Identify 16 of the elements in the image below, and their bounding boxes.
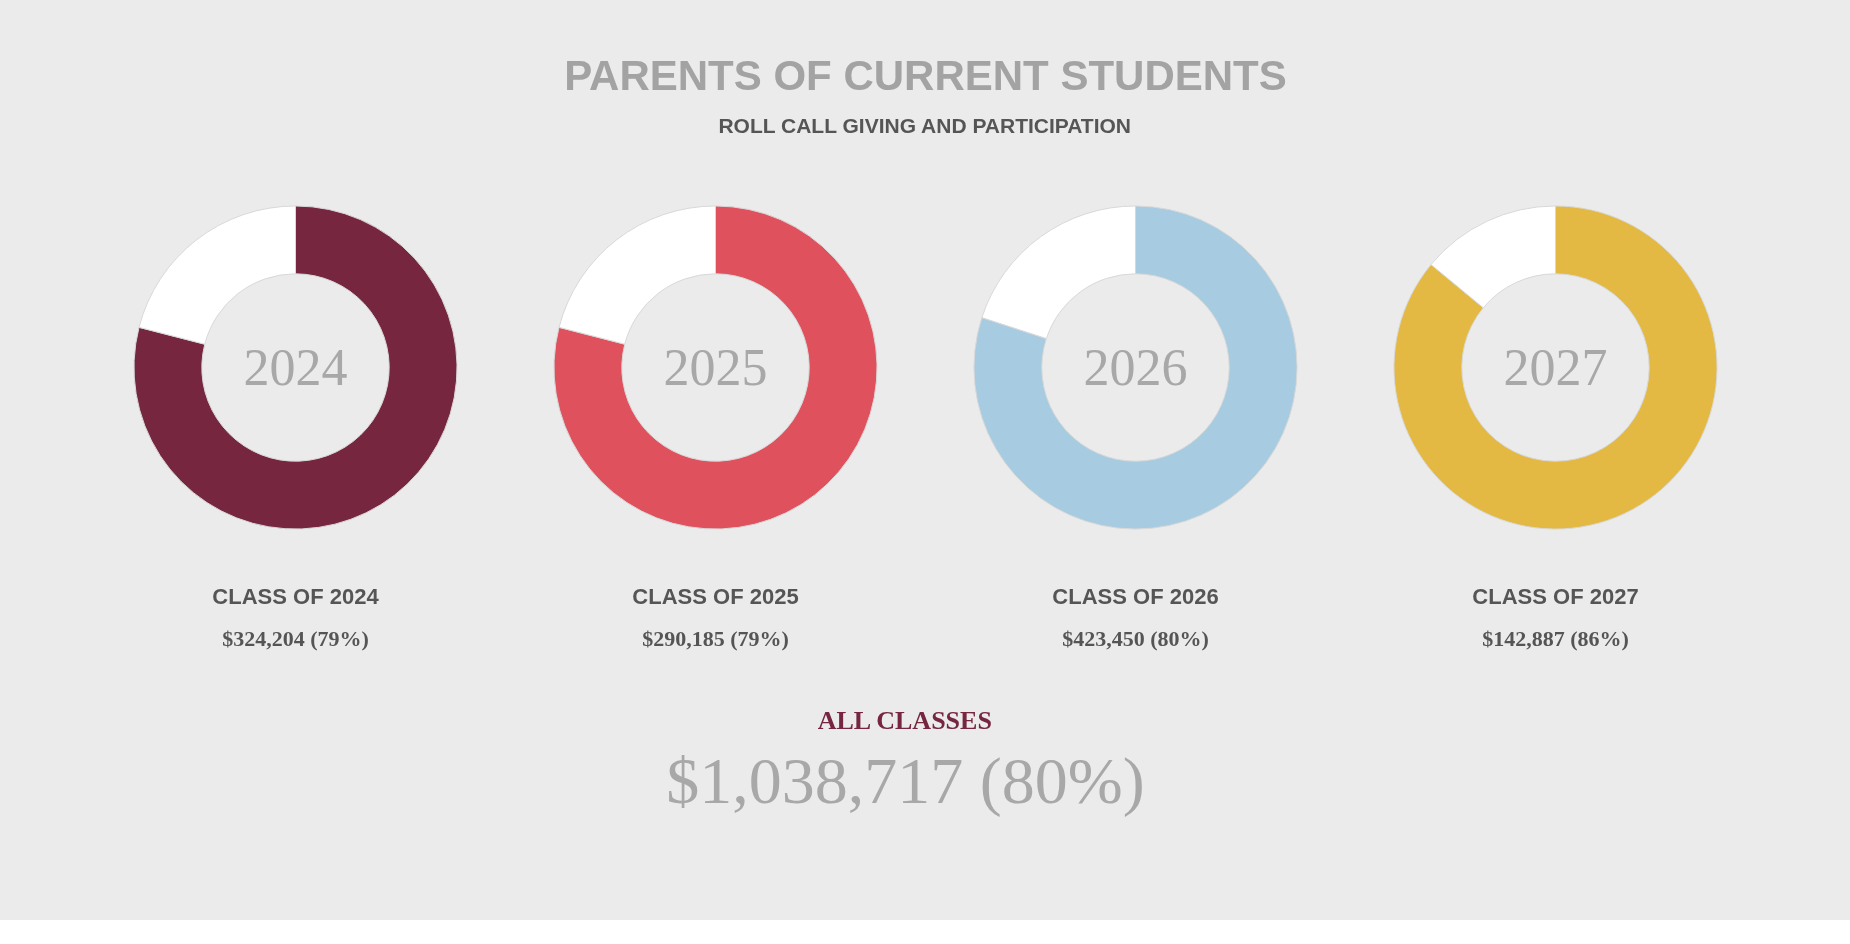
text: CLASS OF 2025 bbox=[632, 584, 799, 610]
text: $1,038,717 (80%) bbox=[666, 744, 1145, 818]
text: CLASS OF 2027 bbox=[1472, 584, 1639, 610]
text: 2025 bbox=[663, 339, 768, 397]
text: 2027 bbox=[1503, 339, 1608, 397]
text: CLASS OF 2026 bbox=[1052, 584, 1219, 610]
text: ROLL CALL GIVING AND PARTICIPATION bbox=[718, 114, 1132, 137]
text: 2024 bbox=[243, 339, 348, 397]
text: CLASS OF 2024 bbox=[212, 584, 380, 610]
text: 2026 bbox=[1083, 339, 1188, 397]
text: $290,185 (79%) bbox=[642, 626, 789, 652]
text: $142,887 (86%) bbox=[1482, 626, 1629, 652]
text: ALL CLASSES bbox=[817, 706, 992, 735]
text: $423,450 (80%) bbox=[1062, 626, 1209, 652]
text: $324,204 (79%) bbox=[222, 626, 369, 652]
text: PARENTS OF CURRENT STUDENTS bbox=[564, 52, 1287, 99]
